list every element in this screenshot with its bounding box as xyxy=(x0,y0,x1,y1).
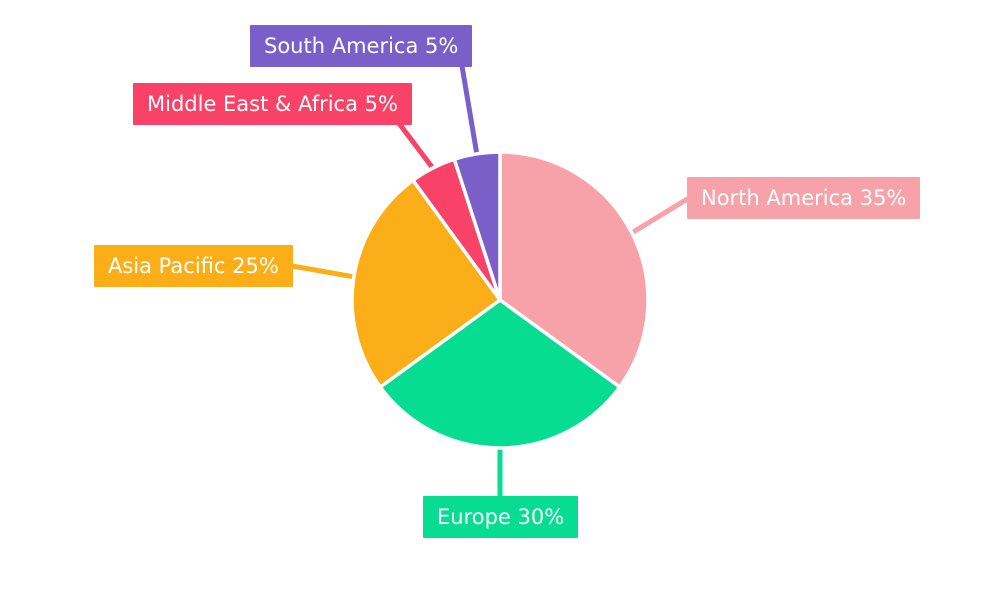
pie-slice-asia-pacific[interactable] xyxy=(350,178,502,389)
pie-slice-north-america[interactable] xyxy=(498,150,650,389)
slice-label-north-america: North America 35% xyxy=(687,177,921,219)
slice-label-middle-east-africa: Middle East & Africa 5% xyxy=(133,83,412,125)
pie-slice-europe[interactable] xyxy=(378,298,622,450)
slice-label-south-america: South America 5% xyxy=(250,25,473,67)
slice-label-europe: Europe 30% xyxy=(423,496,579,538)
leader-line-south-america xyxy=(459,65,480,155)
pie-slice-south-america[interactable] xyxy=(452,150,502,302)
leader-line-asia-pacific xyxy=(291,263,355,280)
leader-line-middle-east-africa xyxy=(396,120,435,170)
leader-line-north-america xyxy=(630,195,691,235)
slice-label-asia-pacific: Asia Pacific 25% xyxy=(94,245,293,287)
